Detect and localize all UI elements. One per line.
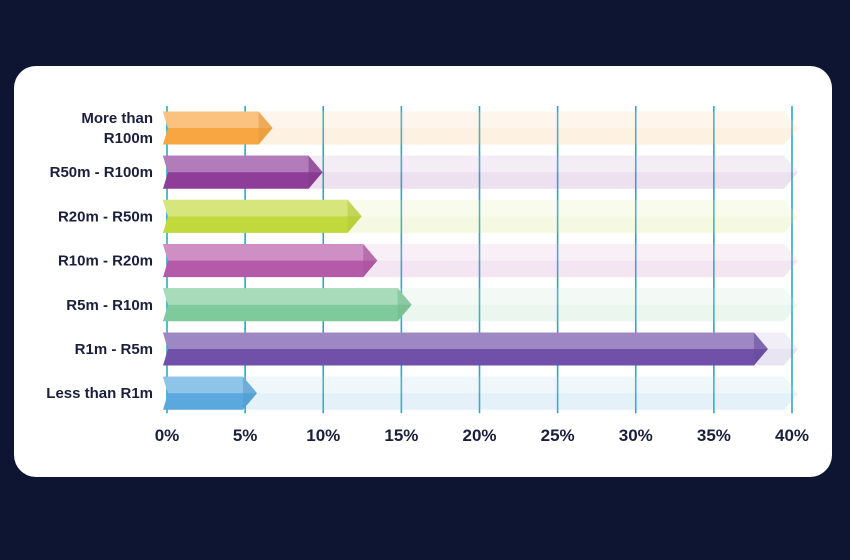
bar-track-shape — [163, 376, 798, 410]
x-tick-label: 20% — [462, 426, 496, 445]
bar-tip — [347, 199, 362, 233]
x-tick-label: 5% — [233, 426, 258, 445]
bar-track — [163, 155, 798, 189]
bar — [163, 199, 362, 233]
category-label: Less than R1m — [46, 385, 153, 402]
bar-track-highlight — [163, 376, 798, 394]
bar-tip — [258, 111, 273, 145]
bar-tip — [397, 288, 412, 322]
bar-highlight — [163, 111, 273, 128]
bars — [163, 111, 768, 410]
category-labels: More than R100m R50m - R100m R20m - R50m R10… — [46, 110, 153, 402]
bar-track-highlight — [163, 111, 798, 128]
x-tick-label: 15% — [384, 426, 418, 445]
x-tick-label: 0% — [155, 426, 180, 445]
bar-highlight — [163, 288, 412, 305]
bar — [163, 244, 378, 278]
bar-highlight — [163, 199, 362, 217]
bar — [163, 155, 323, 189]
x-tick-label: 10% — [306, 426, 340, 445]
bar-highlight — [163, 244, 378, 261]
bar-highlight — [163, 155, 323, 173]
category-label: R100m — [104, 130, 153, 147]
x-tick-label: 25% — [541, 426, 575, 445]
bar-track-shape — [163, 111, 798, 145]
bar — [163, 332, 768, 366]
bar-tip — [308, 155, 323, 189]
bar-track — [163, 111, 798, 145]
bar-track — [163, 376, 798, 410]
bar-highlight — [163, 332, 768, 349]
bar — [163, 376, 257, 410]
bar-highlight — [163, 376, 257, 394]
bar-tip — [753, 332, 768, 366]
bar-tip — [363, 244, 378, 278]
x-tick-label: 35% — [697, 426, 731, 445]
category-label: R10m - R20m — [58, 253, 153, 270]
category-label: R50m - R100m — [50, 164, 153, 181]
category-label: More than — [81, 110, 153, 127]
bar — [163, 111, 273, 145]
category-label: R1m - R5m — [75, 341, 153, 358]
chart-card — [14, 66, 832, 477]
x-tick-label: 40% — [775, 426, 809, 445]
category-label: R5m - R10m — [66, 297, 153, 314]
x-tick-label: 30% — [619, 426, 653, 445]
bar — [163, 288, 412, 322]
bar-tip — [242, 376, 257, 410]
bar-track-highlight — [163, 155, 798, 173]
bar-track-shape — [163, 155, 798, 189]
x-axis-tick-labels: 0% 5% 10% 15% 20% 25% 30% 35% 40% — [155, 426, 809, 445]
category-label: R20m - R50m — [58, 208, 153, 225]
